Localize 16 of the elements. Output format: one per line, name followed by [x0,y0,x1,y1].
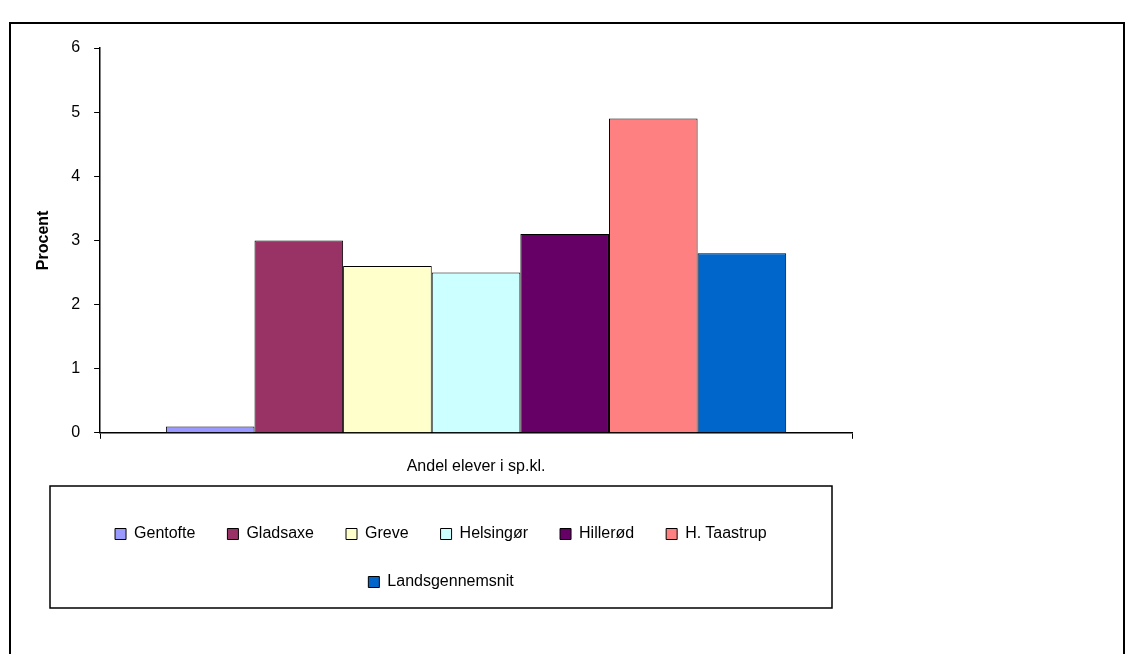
legend-label: Landsgennemsnit [387,572,515,590]
legend-label: Hillerød [579,524,635,542]
y-tick-label: 2 [71,294,81,312]
y-tick-label: 0 [71,423,81,441]
legend-label: Helsingør [459,524,529,542]
legend-label: H. Taastrup [685,524,767,542]
y-axis-title: Procent [34,209,52,271]
y-tick-label: 5 [71,102,81,120]
legend-label: Gentofte [134,524,196,542]
y-tick-label: 4 [71,166,81,184]
legend-label: Greve [365,524,409,542]
legend-label: Gladsaxe [246,524,315,542]
x-tick-label: Andel elever i sp.kl. [406,456,546,474]
y-tick-label: 1 [71,359,81,377]
y-tick-label: 3 [71,230,81,248]
y-tick-label: 6 [71,38,81,56]
